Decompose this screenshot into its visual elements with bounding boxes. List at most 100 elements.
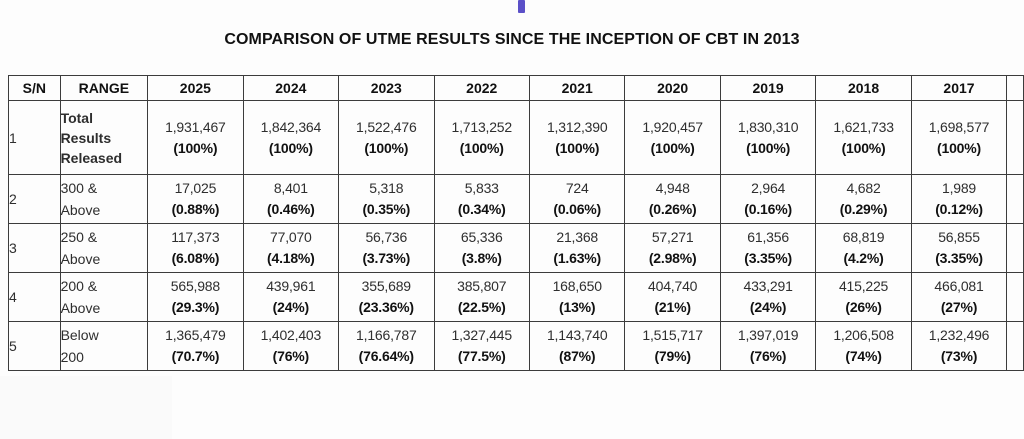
result-cell: 4,682 (0.29%)	[815, 174, 912, 224]
cell-percent: (76%)	[272, 348, 310, 364]
cell-percent: (100%)	[173, 139, 218, 156]
cell-percent: (21%)	[654, 299, 691, 315]
cell-value: 65,336	[460, 229, 503, 245]
cell-value: 1,842,364	[260, 118, 322, 135]
cell-value: 1,232,496	[928, 327, 990, 343]
result-cell: 724 (0.06%)	[528, 174, 626, 224]
result-cell: 168,650 (13%)	[528, 272, 626, 322]
cell-value: 1,830,310	[737, 118, 799, 135]
cell-value: 1,166,787	[356, 327, 417, 343]
cell-percent: (27%)	[940, 299, 978, 315]
range-line: Below	[60, 327, 99, 343]
range-cell: 300 & Above	[59, 174, 149, 224]
cell-percent: (29.3%)	[171, 299, 220, 315]
result-cell: 1,989 (0.12%)	[910, 174, 1008, 224]
cell-percent: (3.35%)	[744, 250, 792, 266]
cell-percent: (0.34%)	[457, 201, 506, 217]
cell-percent: (0.46%)	[267, 201, 315, 217]
cell-value: 1,206,508	[833, 327, 894, 343]
result-cell: 1,931,467 (100%)	[147, 100, 244, 175]
column-header-2018: 2018	[815, 75, 912, 101]
cell-value: 61,356	[747, 229, 789, 245]
sn-cell: 1	[8, 100, 61, 175]
cell-percent: (74%)	[845, 348, 882, 364]
result-cell: 57,271 (2.98%)	[624, 223, 721, 273]
column-header-clipped	[1006, 75, 1024, 101]
cell-value: 1,931,467	[165, 118, 226, 135]
cell-value: 1,698,577	[928, 118, 990, 135]
cell-value: 1,621,733	[833, 118, 894, 135]
range-cell: Total Results Released	[59, 100, 149, 175]
cell-percent: (0.26%)	[648, 201, 697, 217]
result-cell: 5,833 (0.34%)	[433, 174, 530, 224]
table-row: 4 200 & Above 565,988 (29.3%) 439,961 (24%) 355…	[8, 272, 1024, 322]
range-line: Above	[60, 300, 101, 316]
range-line: Released	[60, 149, 123, 166]
cell-percent: (13%)	[559, 299, 596, 315]
column-header-range: RANGE	[59, 75, 149, 101]
column-header-2017: 2017	[910, 75, 1008, 101]
result-cell: 1,397,019 (76%)	[719, 321, 817, 371]
result-cell: 1,206,508 (74%)	[815, 321, 912, 371]
result-cell: 1,830,310 (100%)	[719, 100, 817, 175]
result-cell: 355,689 (23.36%)	[338, 272, 435, 322]
table-row: 3 250 & Above 117,373 (6.08%) 77,070 (4.18%) 56…	[8, 223, 1024, 273]
cell-value: 56,855	[938, 229, 980, 245]
cell-value: 117,373	[171, 229, 220, 245]
cell-percent: (3.35%)	[935, 250, 983, 266]
result-cell: 433,291 (24%)	[719, 272, 817, 322]
cell-value: 355,689	[361, 278, 411, 294]
cell-value: 4,948	[655, 180, 690, 196]
result-cell: 1,166,787 (76.64%)	[338, 321, 435, 371]
result-cell: 68,819 (4.2%)	[815, 223, 912, 273]
result-cell: 385,807 (22.5%)	[433, 272, 530, 322]
range-line: Results	[60, 129, 112, 146]
background-shade	[0, 376, 172, 439]
cell-percent: (100%)	[459, 139, 504, 156]
cell-percent: (24%)	[272, 299, 310, 315]
cell-percent: (70.7%)	[171, 348, 220, 364]
result-cell: 1,312,390 (100%)	[528, 100, 626, 175]
result-cell: 1,515,717 (79%)	[624, 321, 721, 371]
range-cell: Below 200	[59, 321, 149, 371]
result-cell: 65,336 (3.8%)	[433, 223, 530, 273]
clipped-cell	[1006, 272, 1024, 322]
sn-cell: 3	[8, 223, 61, 273]
cell-percent: (0.06%)	[553, 201, 601, 217]
cell-value: 1,522,476	[356, 118, 417, 135]
cell-percent: (77.5%)	[457, 348, 506, 364]
clipped-cell	[1006, 100, 1024, 175]
sn-cell: 4	[8, 272, 61, 322]
result-cell: 565,988 (29.3%)	[147, 272, 244, 322]
cell-value: 1,515,717	[642, 327, 703, 343]
table-header: S/N RANGE 2025 2024 2023 2022 2021 2020 2019 2018…	[8, 75, 1024, 101]
result-cell: 117,373 (6.08%)	[147, 223, 244, 273]
cell-value: 168,650	[552, 278, 602, 294]
result-cell: 439,961 (24%)	[242, 272, 340, 322]
cell-percent: (100%)	[268, 139, 313, 156]
table-body: 1 Total Results Released 1,931,467 (100%) 1,84…	[8, 100, 1024, 371]
cell-percent: (22.5%)	[457, 299, 506, 315]
cell-value: 404,740	[648, 278, 698, 294]
column-header-2019: 2019	[719, 75, 817, 101]
cell-percent: (100%)	[364, 139, 409, 156]
table-header-row: S/N RANGE 2025 2024 2023 2022 2021 2020 2019 2018…	[8, 75, 1024, 101]
column-header-2025: 2025	[147, 75, 244, 101]
cell-value: 2,964	[751, 180, 786, 196]
cell-value: 1,920,457	[642, 118, 703, 135]
result-cell: 1,232,496 (73%)	[910, 321, 1008, 371]
column-header-2024: 2024	[242, 75, 340, 101]
cell-percent: (2.98%)	[648, 250, 697, 266]
cell-value: 17,025	[174, 180, 217, 196]
clipped-cell	[1006, 174, 1024, 224]
cell-percent: (100%)	[937, 139, 981, 156]
cell-percent: (100%)	[746, 139, 791, 156]
cell-percent: (6.08%)	[171, 250, 220, 266]
result-cell: 4,948 (0.26%)	[624, 174, 721, 224]
clipped-cell	[1006, 321, 1024, 371]
sn-cell: 2	[8, 174, 61, 224]
cell-value: 68,819	[842, 229, 885, 245]
result-cell: 1,621,733 (100%)	[815, 100, 912, 175]
clipped-cell	[1006, 223, 1024, 273]
result-cell: 61,356 (3.35%)	[719, 223, 817, 273]
